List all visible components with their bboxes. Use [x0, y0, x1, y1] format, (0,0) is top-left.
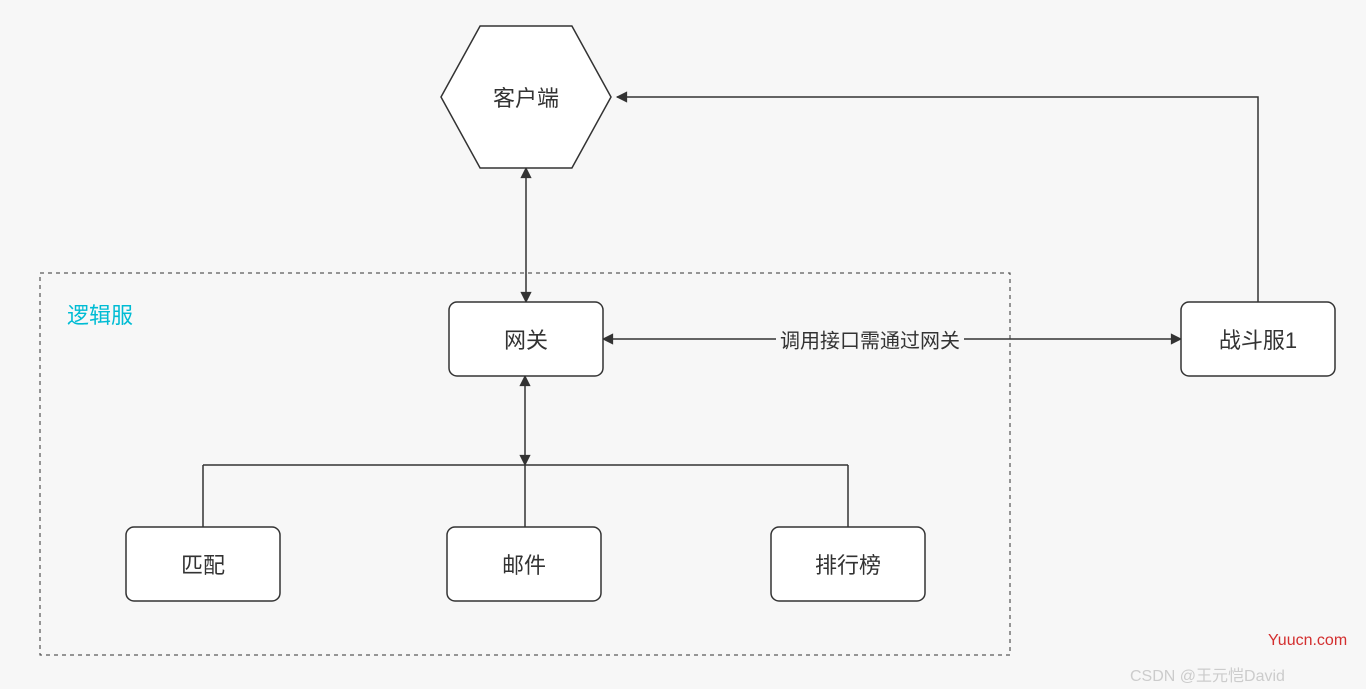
watermark-0: Yuucn.com: [1268, 632, 1347, 650]
edge-label-gateway-battle: 调用接口需通过网关: [776, 325, 964, 354]
node-label-rank: 排行榜: [815, 548, 881, 580]
group-label: 逻辑服: [67, 298, 133, 330]
node-label-match: 匹配: [181, 548, 225, 580]
node-label-client: 客户端: [493, 81, 559, 113]
watermark-1: CSDN @王元恺David: [1130, 662, 1285, 686]
node-label-mail: 邮件: [502, 548, 546, 580]
diagram-svg: [0, 0, 1366, 689]
node-label-gateway: 网关: [504, 323, 548, 355]
node-label-battle: 战斗服1: [1219, 323, 1297, 355]
edge-battle-client: [617, 97, 1258, 302]
